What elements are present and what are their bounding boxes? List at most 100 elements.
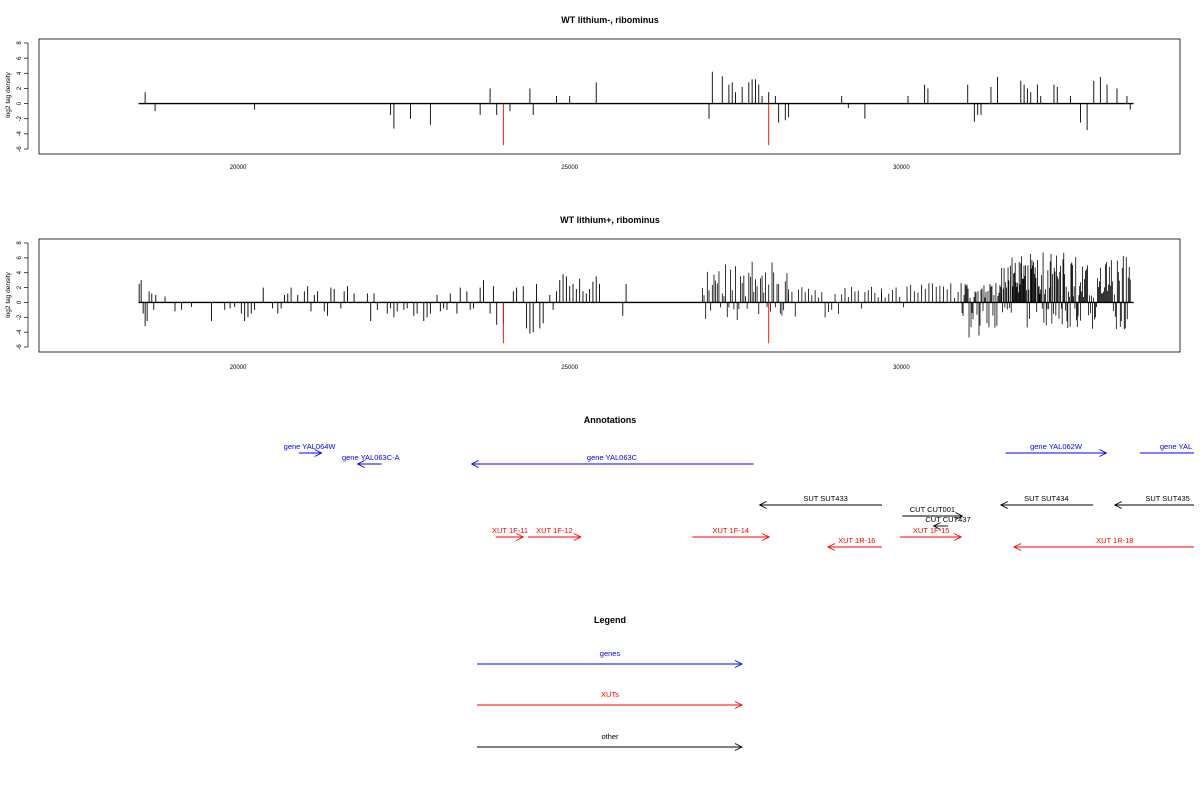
feature-label: XUT 1F-14 xyxy=(713,526,750,535)
feature-arrow: SUT SUT434 xyxy=(999,494,1094,509)
feature-arrow: gene YAL063C-A xyxy=(342,453,400,468)
arrowhead-right xyxy=(761,533,771,541)
panel-title: WT lithium+, ribominus xyxy=(560,215,660,225)
x-tick-label: 25000 xyxy=(561,165,578,171)
arrowhead-right xyxy=(1099,449,1108,457)
arrowhead-right xyxy=(314,449,323,457)
y-tick-label: 6 xyxy=(17,256,23,260)
legend-arrowhead xyxy=(734,660,744,668)
y-tick-label: -4 xyxy=(17,329,23,335)
feature-label: SUT SUT434 xyxy=(1024,494,1068,503)
arrowhead-right xyxy=(573,533,582,541)
y-axis: -6 -4 -2 0 2 4 6 8 xyxy=(17,41,29,152)
x-tick-label: 30000 xyxy=(893,365,910,371)
feature-arrow: SUT SUT435 xyxy=(1113,494,1194,509)
x-axis: 20000 25000 30000 xyxy=(230,365,911,371)
plot-frame xyxy=(38,38,1181,155)
y-tick-label: 8 xyxy=(17,241,23,245)
arrowhead-left xyxy=(999,501,1009,509)
feature-arrow: gene YAL062W xyxy=(1005,442,1108,457)
y-tick-label: 4 xyxy=(17,71,23,75)
legend-label: genes xyxy=(600,649,621,658)
arrowhead-left xyxy=(826,543,836,551)
feature-label: CUT CUT437 xyxy=(925,515,970,524)
y-tick-label: 2 xyxy=(17,285,23,289)
arrowhead-left xyxy=(356,460,365,468)
legend-title: Legend xyxy=(594,615,626,625)
arrowhead-right xyxy=(953,533,963,541)
plot-frame xyxy=(38,238,1181,353)
x-axis: 20000 25000 30000 xyxy=(230,165,911,171)
y-tick-label: 2 xyxy=(17,86,23,90)
feature-label: SUT SUT435 xyxy=(1145,494,1189,503)
feature-arrow: gene YAL063C xyxy=(470,453,754,468)
feature-label: gene YAL063C xyxy=(587,453,638,462)
y-tick-label: 6 xyxy=(17,56,23,60)
feature-layer: gene YAL064W gene YAL063C-A gene YAL063C ge… xyxy=(284,442,1194,551)
y-tick-label: 8 xyxy=(17,41,23,45)
x-tick-label: 25000 xyxy=(561,365,578,371)
track-panel-lithium-minus: WT lithium-, ribominus log2 tag density … xyxy=(5,15,1181,171)
annotations-title: Annotations xyxy=(584,415,637,425)
feature-arrow: XUT 1R-18 xyxy=(1012,536,1194,551)
feature-label: SUT SUT433 xyxy=(803,494,847,503)
feature-arrow: XUT 1F-15 xyxy=(900,526,963,541)
feature-label: gene YAL064W xyxy=(284,442,337,451)
feature-arrow: gene YAL064W xyxy=(284,442,337,457)
x-tick-label: 30000 xyxy=(893,165,910,171)
feature-label: XUT 1F-15 xyxy=(913,526,950,535)
feature-label: gene YAL xyxy=(1160,442,1192,451)
feature-label: XUT 1F-12 xyxy=(536,526,573,535)
y-tick-label: -2 xyxy=(17,314,23,320)
feature-label: XUT 1R-18 xyxy=(1096,536,1133,545)
feature-arrow: CUT CUT001 xyxy=(902,505,964,520)
arrowhead-left xyxy=(1012,543,1022,551)
feature-label: gene YAL062W xyxy=(1030,442,1083,451)
feature-label: CUT CUT001 xyxy=(910,505,955,514)
y-tick-label: -6 xyxy=(17,344,23,350)
legend-item: other xyxy=(477,732,744,751)
arrowhead-right xyxy=(955,512,964,520)
density-bars xyxy=(138,252,1134,344)
feature-arrow: XUT 1F-14 xyxy=(692,526,771,541)
density-bars xyxy=(138,71,1134,146)
y-tick-label: -4 xyxy=(17,131,23,137)
legend-items: genes XUTs other xyxy=(477,649,744,751)
arrowhead-right xyxy=(515,533,525,541)
feature-label: XUT 1F-11 xyxy=(492,526,528,535)
feature-label: gene YAL063C-A xyxy=(342,453,400,462)
legend-label: XUTs xyxy=(601,690,619,699)
panel-title: WT lithium-, ribominus xyxy=(561,15,659,25)
legend-item: XUTs xyxy=(477,690,744,709)
y-tick-label: 4 xyxy=(17,270,23,274)
x-tick-label: 20000 xyxy=(230,365,247,371)
arrowhead-left xyxy=(932,522,941,530)
legend-arrowhead xyxy=(734,743,744,751)
y-axis: -6 -4 -2 0 2 4 6 8 xyxy=(17,241,29,350)
legend-arrowhead xyxy=(734,701,744,709)
feature-arrow: gene YAL xyxy=(1140,442,1194,454)
feature-arrow: SUT SUT433 xyxy=(758,494,882,509)
arrowhead-left xyxy=(758,501,767,509)
y-tick-label: 0 xyxy=(17,300,23,304)
legend-item: genes xyxy=(477,649,744,668)
y-axis-label: log2 tag density xyxy=(5,271,12,317)
arrowhead-left xyxy=(1113,501,1123,509)
x-tick-label: 20000 xyxy=(230,165,247,171)
feature-arrow: XUT 1F-12 xyxy=(528,526,582,541)
track-panel-lithium-plus: WT lithium+, ribominus log2 tag density … xyxy=(5,215,1181,371)
feature-arrow: XUT 1F-11 xyxy=(492,526,528,541)
feature-arrow: CUT CUT437 xyxy=(925,515,971,530)
legend-label: other xyxy=(601,732,619,741)
y-tick-label: 0 xyxy=(17,101,23,105)
arrowhead-left xyxy=(470,460,479,468)
y-tick-label: -6 xyxy=(17,146,23,152)
legend-panel: Legend genes XUTs other xyxy=(477,615,744,751)
feature-arrow: XUT 1R-16 xyxy=(826,536,882,551)
y-axis-label: log2 tag density xyxy=(5,71,12,117)
y-tick-label: -2 xyxy=(17,115,23,121)
feature-label: XUT 1R-16 xyxy=(838,536,875,545)
